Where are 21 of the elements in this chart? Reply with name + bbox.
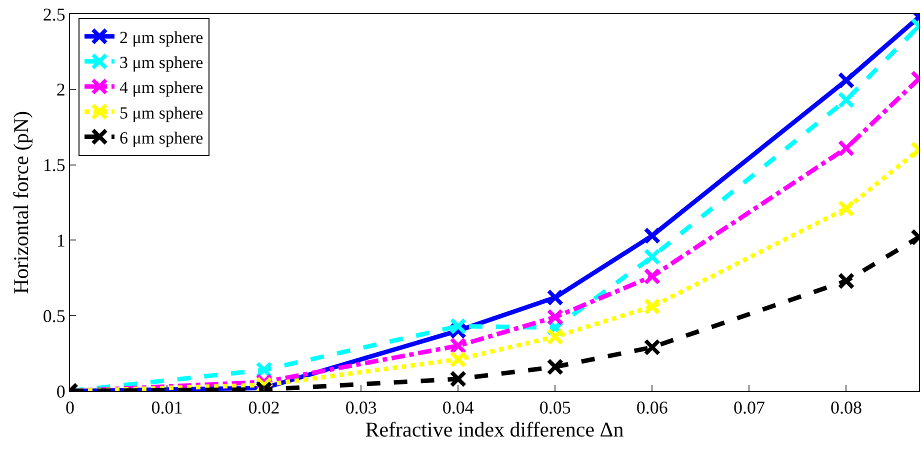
legend-label: 4 μm sphere — [119, 78, 204, 98]
x-tick-label: 0.07 — [733, 398, 765, 418]
x-tick-label: 0.08 — [830, 398, 862, 418]
y-tick-label: 1.5 — [42, 155, 66, 176]
y-tick-label: 2 — [56, 80, 66, 100]
x-tick-label: 0.06 — [636, 398, 668, 418]
legend-label: 5 μm sphere — [119, 103, 204, 122]
y-tick-label: 2.5 — [42, 4, 66, 24]
x-tick-label: 0.03 — [345, 398, 377, 418]
legend-label: 3 μm sphere — [119, 53, 204, 72]
y-tick-label: 0.5 — [42, 306, 66, 326]
x-tick-label: 0.05 — [539, 398, 571, 418]
x-tick-label: 0.02 — [248, 398, 280, 418]
y-tick-label: 0 — [56, 381, 66, 402]
legend-label: 2 μm sphere — [119, 28, 204, 47]
y-tick-label: 1 — [56, 230, 66, 250]
y-axis-title: Horizontal force (pN) — [9, 110, 34, 294]
x-tick-label: 0.01 — [151, 398, 183, 418]
x-tick-label: 0.04 — [442, 398, 474, 418]
x-axis-title: Refractive index difference Δn — [365, 418, 624, 442]
legend-label: 6 μm sphere — [119, 128, 204, 148]
